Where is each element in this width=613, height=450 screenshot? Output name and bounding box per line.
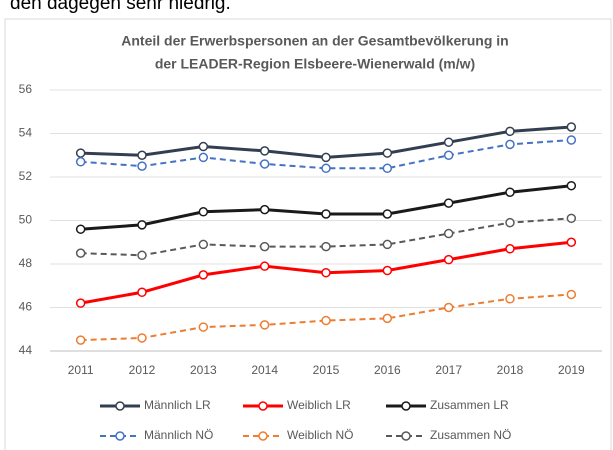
legend-label: Zusammen NÖ (430, 428, 511, 442)
chart-title: der LEADER-Region Elsbeere-Wienerwald (m… (155, 56, 475, 72)
legend-marker (258, 401, 268, 411)
data-point (382, 148, 393, 158)
x-tick-label: 2015 (313, 363, 340, 377)
data-point (75, 298, 86, 308)
data-point (137, 333, 147, 343)
data-point (198, 239, 209, 250)
data-point (75, 148, 86, 158)
legend-marker (401, 431, 411, 441)
data-point (259, 204, 270, 215)
data-point (443, 150, 454, 160)
y-tick-label: 48 (19, 256, 33, 270)
legend-marker (258, 431, 268, 441)
chart-frame (4, 18, 612, 450)
data-point (505, 126, 515, 137)
chart-title: Anteil der Erwerbspersonen an der Gesamt… (121, 33, 508, 49)
data-point (505, 139, 515, 150)
data-point (505, 187, 515, 197)
data-point (321, 315, 331, 326)
data-point (321, 163, 331, 174)
data-point (198, 141, 209, 152)
x-tick-label: 2017 (435, 363, 462, 377)
data-point (443, 198, 454, 208)
data-point (198, 207, 209, 217)
legend-label: Zusammen LR (430, 398, 509, 412)
x-tick-label: 2011 (68, 363, 94, 377)
data-point (259, 241, 270, 252)
y-tick-label: 52 (19, 169, 33, 183)
series-line (80, 293, 572, 342)
data-point (566, 213, 577, 224)
legend-label: Weiblich NÖ (287, 428, 353, 442)
data-point (259, 159, 270, 169)
data-point (137, 287, 147, 298)
data-point (137, 150, 147, 160)
legend-marker (115, 401, 125, 411)
x-tick-label: 2013 (190, 363, 217, 377)
data-point (321, 241, 331, 252)
data-point (566, 180, 577, 191)
data-point (259, 261, 270, 271)
x-tick-label: 2012 (129, 363, 156, 377)
y-tick-label: 44 (19, 343, 33, 357)
data-point (382, 239, 393, 250)
data-point (382, 265, 393, 276)
y-tick-label: 54 (19, 126, 33, 140)
data-point (566, 122, 577, 132)
data-point (505, 294, 515, 304)
context-text: den dagegen sehr niedrig. (10, 0, 231, 14)
data-point (566, 135, 577, 145)
data-point (137, 161, 147, 171)
data-point (75, 248, 86, 258)
series-line (80, 217, 572, 257)
data-point (443, 254, 454, 265)
y-tick-label: 50 (19, 213, 33, 227)
y-tick-label: 56 (19, 82, 33, 96)
data-point (505, 217, 515, 228)
data-point (259, 146, 270, 156)
legend-label: Männlich LR (144, 398, 211, 412)
data-point (443, 137, 454, 147)
x-tick-label: 2014 (251, 363, 278, 377)
data-point (505, 244, 515, 254)
y-tick-label: 46 (19, 300, 33, 314)
data-point (75, 224, 86, 234)
data-point (198, 270, 209, 280)
data-point (75, 157, 86, 167)
data-point (137, 220, 147, 230)
x-tick-label: 2016 (374, 363, 401, 377)
data-point (566, 289, 577, 300)
data-point (198, 152, 209, 163)
data-point (321, 152, 331, 163)
legend-label: Weiblich LR (287, 398, 351, 412)
x-tick-label: 2018 (497, 363, 524, 377)
data-point (321, 209, 331, 219)
data-point (259, 320, 270, 330)
series-line (80, 139, 572, 170)
legend-marker (115, 431, 125, 441)
legend-label: Männlich NÖ (144, 428, 213, 442)
data-point (137, 250, 147, 261)
x-tick-label: 2019 (558, 363, 585, 377)
data-point (382, 209, 393, 219)
legend-marker (401, 401, 411, 411)
data-point (198, 322, 209, 332)
data-point (443, 302, 454, 313)
data-point (75, 335, 86, 345)
data-point (443, 228, 454, 239)
data-point (566, 237, 577, 247)
data-point (382, 313, 393, 324)
data-point (321, 267, 331, 278)
data-point (382, 163, 393, 174)
